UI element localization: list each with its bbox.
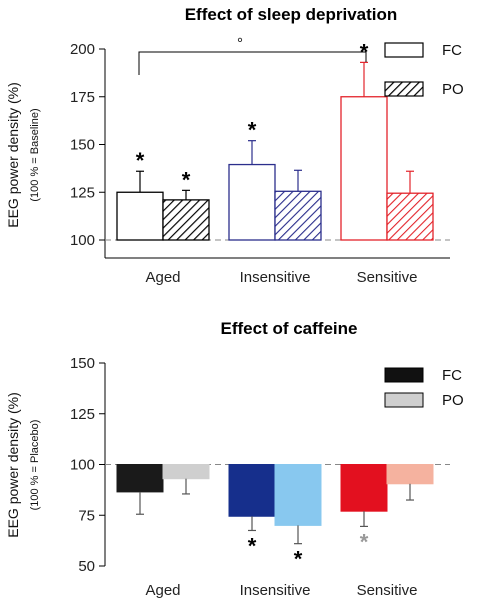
significance-star: * xyxy=(294,547,303,572)
legend-label-fc: FC xyxy=(442,42,462,59)
y-tick-label: 200 xyxy=(70,41,95,58)
bar-po-aged xyxy=(162,464,210,480)
bar-fc-aged xyxy=(116,191,164,241)
legend-swatch-po xyxy=(384,81,424,97)
y-axis-title: EEG power density (%) xyxy=(5,82,21,228)
bracket-label: ° xyxy=(237,35,243,52)
category-label-insensitive: Insensitive xyxy=(240,582,311,599)
significance-star: * xyxy=(136,148,145,173)
significance-group: * * * xyxy=(248,529,369,571)
bar-group xyxy=(116,464,434,526)
chart-title: Effect of caffeine xyxy=(221,319,358,338)
y-axis-title: EEG power density (%) xyxy=(5,392,21,538)
bar-po-insensitive xyxy=(274,464,322,526)
legend: FC PO xyxy=(384,42,464,98)
y-axis-ticks: 100 125 150 175 200 xyxy=(70,41,105,249)
category-label-aged: Aged xyxy=(145,269,180,286)
legend-label-po: PO xyxy=(442,392,464,409)
y-tick-label: 100 xyxy=(70,457,95,474)
bar-fc-sensitive xyxy=(340,96,388,241)
y-axis-subtitle: (100 % = Placebo) xyxy=(29,420,41,511)
y-tick-label: 75 xyxy=(78,507,95,524)
significance-star: * xyxy=(248,118,257,143)
y-tick-label: 50 xyxy=(78,558,95,575)
y-tick-label: 150 xyxy=(70,137,95,154)
category-label-aged: Aged xyxy=(145,582,180,599)
legend-swatch-po xyxy=(384,392,424,408)
bracket-line xyxy=(138,51,367,75)
category-label-insensitive: Insensitive xyxy=(240,269,311,286)
y-tick-label: 150 xyxy=(70,355,95,372)
error-bar-group xyxy=(136,478,414,545)
bar-fc-insensitive xyxy=(228,163,276,241)
caffeine-chart: Effect of caffeine EEG power density (%)… xyxy=(5,319,464,599)
bar-fc-aged xyxy=(116,464,164,493)
legend-swatch-fc xyxy=(384,42,424,58)
category-label-sensitive: Sensitive xyxy=(357,269,418,286)
y-tick-label: 125 xyxy=(70,406,95,423)
sleep-deprivation-chart: Effect of sleep deprivation EEG power de… xyxy=(5,5,464,286)
bar-po-aged xyxy=(162,199,210,241)
significance-star: * xyxy=(248,533,257,558)
y-axis-ticks: 50 75 100 125 150 xyxy=(70,355,105,575)
legend-label-po: PO xyxy=(442,81,464,98)
error-bar-group xyxy=(136,61,414,200)
significance-star: * xyxy=(360,529,369,554)
category-label-sensitive: Sensitive xyxy=(357,582,418,599)
comparison-bracket: ° xyxy=(138,35,367,75)
legend-label-fc: FC xyxy=(442,367,462,384)
chart-title: Effect of sleep deprivation xyxy=(185,5,398,24)
y-tick-label: 175 xyxy=(70,89,95,106)
bar-group xyxy=(116,96,434,241)
bar-fc-sensitive xyxy=(340,464,388,512)
bar-po-insensitive xyxy=(274,190,322,241)
category-label-group: Aged Insensitive Sensitive xyxy=(145,582,417,599)
bar-po-sensitive xyxy=(386,464,434,485)
category-label-group: Aged Insensitive Sensitive xyxy=(145,269,417,286)
legend: FC PO xyxy=(384,367,464,409)
y-tick-label: 100 xyxy=(70,232,95,249)
y-tick-label: 125 xyxy=(70,184,95,201)
y-axis-subtitle: (100 % = Baseline) xyxy=(29,108,41,201)
bar-po-sensitive xyxy=(386,192,434,241)
bar-fc-insensitive xyxy=(228,464,276,517)
significance-star: * xyxy=(182,167,191,192)
legend-swatch-fc xyxy=(384,367,424,383)
